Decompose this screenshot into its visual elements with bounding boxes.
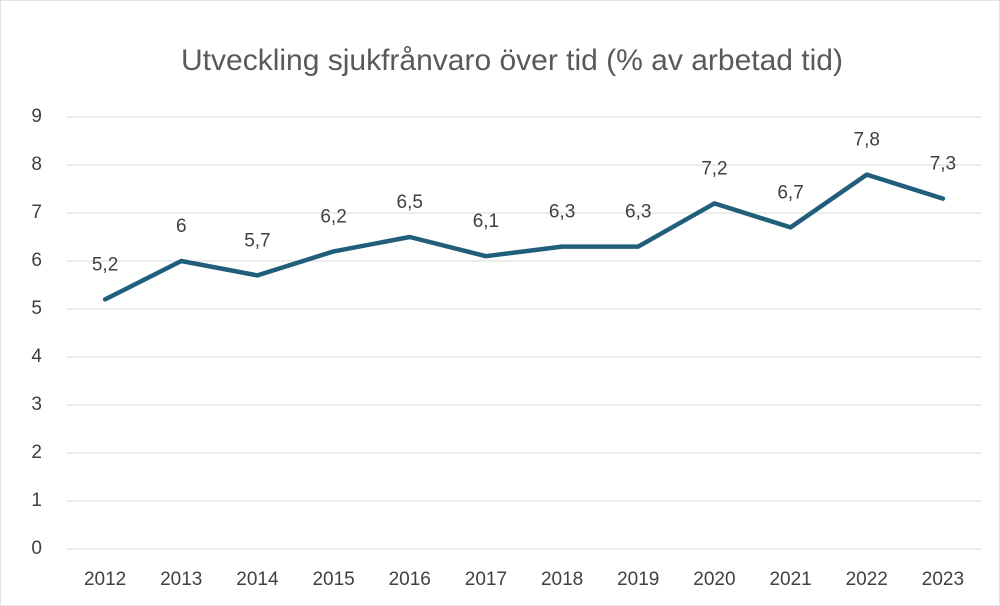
- x-tick-label: 2018: [541, 569, 583, 590]
- y-tick-label: 8: [31, 154, 42, 175]
- y-tick-label: 4: [31, 346, 42, 367]
- x-tick-label: 2021: [769, 569, 811, 590]
- y-tick-label: 0: [31, 538, 42, 559]
- x-tick-label: 2023: [922, 569, 964, 590]
- x-tick-label: 2022: [846, 569, 888, 590]
- data-label: 5,7: [244, 230, 270, 251]
- x-tick-label: 2013: [160, 569, 202, 590]
- data-label: 7,2: [701, 158, 727, 179]
- x-tick-label: 2014: [236, 569, 279, 590]
- x-tick-label: 2019: [617, 569, 659, 590]
- data-label: 6,5: [397, 192, 423, 213]
- y-tick-label: 1: [31, 490, 42, 511]
- y-tick-label: 5: [31, 298, 42, 319]
- data-label: 6: [176, 216, 187, 237]
- data-label: 5,2: [92, 254, 118, 275]
- chart-title: Utveckling sjukfrånvaro över tid (% av a…: [181, 44, 843, 77]
- data-label: 6,1: [473, 211, 499, 232]
- y-tick-label: 3: [31, 394, 42, 415]
- data-label: 6,7: [777, 182, 803, 203]
- y-tick-label: 7: [31, 202, 42, 223]
- y-tick-label: 2: [31, 442, 42, 463]
- data-label: 6,3: [625, 202, 651, 223]
- x-tick-label: 2017: [465, 569, 507, 590]
- data-label: 7,8: [854, 130, 880, 151]
- x-tick-label: 2020: [693, 569, 735, 590]
- data-label: 7,3: [930, 154, 956, 175]
- data-label: 6,3: [549, 202, 575, 223]
- x-tick-label: 2016: [389, 569, 431, 590]
- y-tick-label: 6: [31, 250, 42, 271]
- data-label: 6,2: [320, 206, 346, 227]
- data-line: [102, 172, 946, 302]
- x-tick-label: 2012: [84, 569, 126, 590]
- y-tick-label: 9: [31, 106, 42, 127]
- x-tick-label: 2015: [312, 569, 354, 590]
